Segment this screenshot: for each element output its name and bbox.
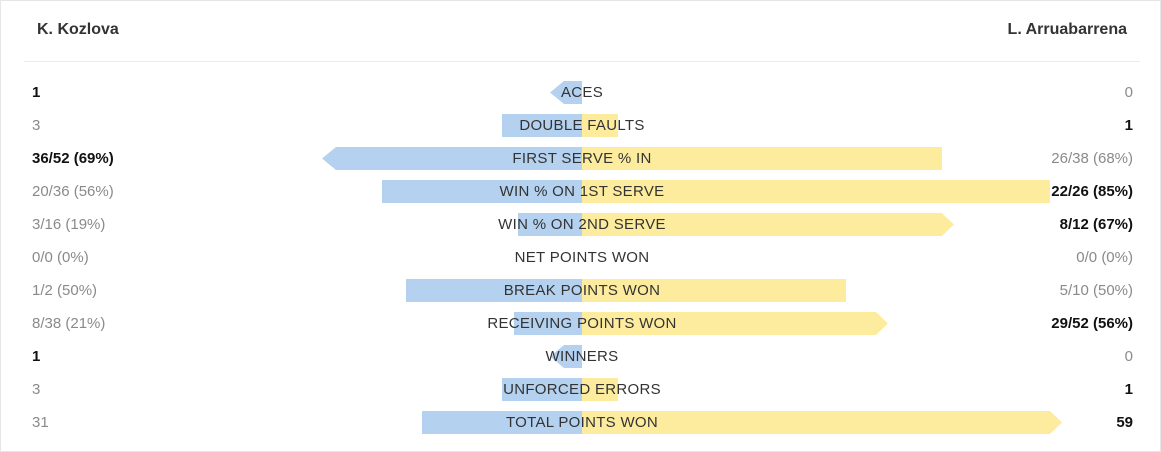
bar-left — [382, 180, 582, 203]
stat-row: 1 ACES 0 — [0, 81, 1161, 104]
bar-left — [406, 279, 582, 302]
stat-value-right: 29/52 (56%) — [1051, 315, 1133, 332]
stat-row: 3 UNFORCED ERRORS 1 — [0, 378, 1161, 401]
bar-right — [582, 312, 888, 335]
bar-right — [582, 147, 942, 170]
stat-value-right: 1 — [1124, 381, 1133, 398]
bar-left — [550, 81, 582, 104]
stat-value-left: 1/2 (50%) — [32, 282, 98, 299]
stat-label: WIN % ON 1ST SERVE — [499, 183, 665, 200]
stat-value-right: 0 — [1124, 84, 1133, 101]
stat-label: ACES — [560, 84, 604, 101]
bar-left — [322, 147, 582, 170]
bar-left — [514, 312, 582, 335]
stat-value-left: 1 — [32, 348, 41, 365]
stat-label: WINNERS — [545, 348, 619, 365]
stat-value-left: 36/52 (69%) — [32, 150, 114, 167]
stat-row: 20/36 (56%) WIN % ON 1ST SERVE 22/26 (85%) — [0, 180, 1161, 203]
stat-value-left: 8/38 (21%) — [32, 315, 106, 332]
stat-value-right: 0 — [1124, 348, 1133, 365]
stat-label: TOTAL POINTS WON — [505, 414, 659, 431]
stat-value-right: 0/0 (0%) — [1076, 249, 1133, 266]
header-divider — [24, 61, 1140, 62]
bar-left — [502, 114, 582, 137]
stat-value-right: 22/26 (85%) — [1051, 183, 1133, 200]
player-left-name: K. Kozlova — [37, 21, 119, 38]
stat-value-right: 5/10 (50%) — [1059, 282, 1133, 299]
stat-label: DOUBLE FAULTS — [519, 117, 645, 134]
bar-right — [582, 180, 1050, 203]
bar-right — [582, 411, 1062, 434]
stat-value-left: 3/16 (19%) — [32, 216, 106, 233]
bar-left — [502, 378, 582, 401]
bar-left — [422, 411, 582, 434]
stat-label: FIRST SERVE % IN — [512, 150, 652, 167]
stat-row: 1 WINNERS 0 — [0, 345, 1161, 368]
player-right-name: L. Arruabarrena — [1007, 21, 1127, 38]
stat-value-right: 1 — [1124, 117, 1133, 134]
bar-left — [550, 345, 582, 368]
stat-row: 31 TOTAL POINTS WON 59 — [0, 411, 1161, 434]
stat-label: WIN % ON 2ND SERVE — [498, 216, 666, 233]
stat-value-left: 3 — [32, 381, 41, 398]
stat-value-left: 3 — [32, 117, 41, 134]
stat-row: 0/0 (0%) NET POINTS WON 0/0 (0%) — [0, 246, 1161, 269]
bar-left — [518, 213, 582, 236]
stat-value-left: 0/0 (0%) — [32, 249, 89, 266]
stat-row: 3 DOUBLE FAULTS 1 — [0, 114, 1161, 137]
stat-row: 3/16 (19%) WIN % ON 2ND SERVE 8/12 (67%) — [0, 213, 1161, 236]
stat-value-right: 26/38 (68%) — [1051, 150, 1133, 167]
stat-row: 8/38 (21%) RECEIVING POINTS WON 29/52 (56%… — [0, 312, 1161, 335]
bar-right — [582, 279, 846, 302]
stat-value-left: 31 — [32, 414, 49, 431]
stat-value-right: 8/12 (67%) — [1059, 216, 1133, 233]
stat-row: 36/52 (69%) FIRST SERVE % IN 26/38 (68%) — [0, 147, 1161, 170]
stat-row: 1/2 (50%) BREAK POINTS WON 5/10 (50%) — [0, 279, 1161, 302]
stat-label: UNFORCED ERRORS — [503, 381, 661, 398]
stat-value-left: 1 — [32, 84, 41, 101]
bar-right — [582, 378, 618, 401]
bar-right — [582, 114, 618, 137]
bar-right — [582, 213, 954, 236]
stat-value-right: 59 — [1116, 414, 1133, 431]
stat-label: BREAK POINTS WON — [503, 282, 661, 299]
stat-label: RECEIVING POINTS WON — [487, 315, 677, 332]
stat-value-left: 20/36 (56%) — [32, 183, 114, 200]
stat-label: NET POINTS WON — [514, 249, 650, 266]
